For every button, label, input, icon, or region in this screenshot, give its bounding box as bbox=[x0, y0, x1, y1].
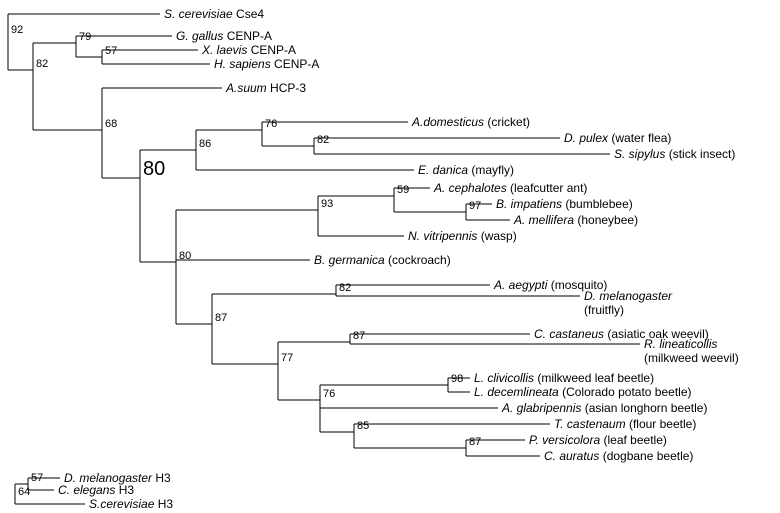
node-label-n82b: 82 bbox=[317, 134, 329, 146]
leaf-label-lcli: L. clivicollis (milkweed leaf beetle) bbox=[474, 371, 654, 385]
node-label-n80big: 80 bbox=[143, 158, 165, 180]
leaf-label-caur: C. auratus (dogbane beetle) bbox=[544, 449, 693, 463]
node-label-n98: 98 bbox=[451, 373, 463, 385]
node-label-n57b: 57 bbox=[31, 472, 43, 484]
node-label-n79: 79 bbox=[79, 31, 91, 43]
leaf-label-dpul: D. pulex (water flea) bbox=[564, 131, 671, 145]
node-label-n87b: 87 bbox=[353, 330, 365, 342]
node-label-n59: 59 bbox=[397, 184, 409, 196]
leaf-label-amel: A. mellifera (honeybee) bbox=[513, 213, 638, 227]
leaf-label-edan: E. danica (mayfly) bbox=[418, 163, 514, 177]
node-label-n68: 68 bbox=[105, 118, 117, 130]
leaf-label-ggal: G. gallus CENP-A bbox=[176, 29, 272, 43]
leaf-label-rlin: R. lineaticollis(milkweed weevil) bbox=[644, 337, 739, 365]
node-label-n87a: 87 bbox=[215, 312, 227, 324]
node-label-n86: 86 bbox=[199, 138, 211, 150]
leaf-label-acep: A. cephalotes (leafcutter ant) bbox=[433, 181, 587, 195]
node-label-n80: 80 bbox=[179, 250, 191, 262]
leaf-label-nvit: N. vitripennis (wasp) bbox=[408, 229, 517, 243]
leaf-label-scer_cse4: S. cerevisiae Cse4 bbox=[164, 7, 264, 21]
node-label-n85: 85 bbox=[357, 420, 369, 432]
leaf-label-ldec: L. decemlineata (Colorado potato beetle) bbox=[474, 385, 691, 399]
leaf-label-bger: B. germanica (cockroach) bbox=[314, 253, 451, 267]
leaf-label-scer_h3: S.cerevisiae H3 bbox=[89, 497, 173, 511]
node-label-n82a: 82 bbox=[36, 58, 48, 70]
node-label-n77: 77 bbox=[281, 352, 293, 364]
node-label-n87c: 87 bbox=[469, 436, 481, 448]
node-label-n93: 93 bbox=[321, 198, 333, 210]
leaf-label-asuu: A.suum HCP-3 bbox=[225, 81, 306, 95]
leaf-label-agla: A. glabripennis (asian longhorn beetle) bbox=[501, 401, 707, 415]
node-label-n97: 97 bbox=[469, 200, 481, 212]
leaf-label-adom: A.domesticus (cricket) bbox=[411, 115, 530, 129]
node-label-n57a: 57 bbox=[105, 45, 117, 57]
leaf-label-hsap: H. sapiens CENP-A bbox=[214, 57, 319, 71]
leaf-label-tcas: T. castenaum (flour beetle) bbox=[554, 417, 696, 431]
leaf-label-bimp: B. impatiens (bumblebee) bbox=[496, 197, 633, 211]
leaf-label-dmel: D. melanogaster(fruitfly) bbox=[584, 289, 673, 317]
node-label-n76b: 76 bbox=[323, 388, 335, 400]
node-label-n82c: 82 bbox=[339, 282, 351, 294]
phylogenetic-tree: S. cerevisiae Cse4 G. gallus CENP-AX. lae… bbox=[0, 0, 780, 513]
leaf-label-pver: P. versicolora (leaf beetle) bbox=[529, 433, 667, 447]
leaf-label-ssip: S. sipylus (stick insect) bbox=[614, 147, 735, 161]
node-label-n76: 76 bbox=[265, 118, 277, 130]
node-label-n92: 92 bbox=[11, 24, 23, 36]
leaf-label-xlae: X. laevis CENP-A bbox=[201, 43, 296, 57]
leaf-label-cele_h3: C. elegans H3 bbox=[58, 483, 134, 497]
node-label-n64: 64 bbox=[18, 486, 30, 498]
